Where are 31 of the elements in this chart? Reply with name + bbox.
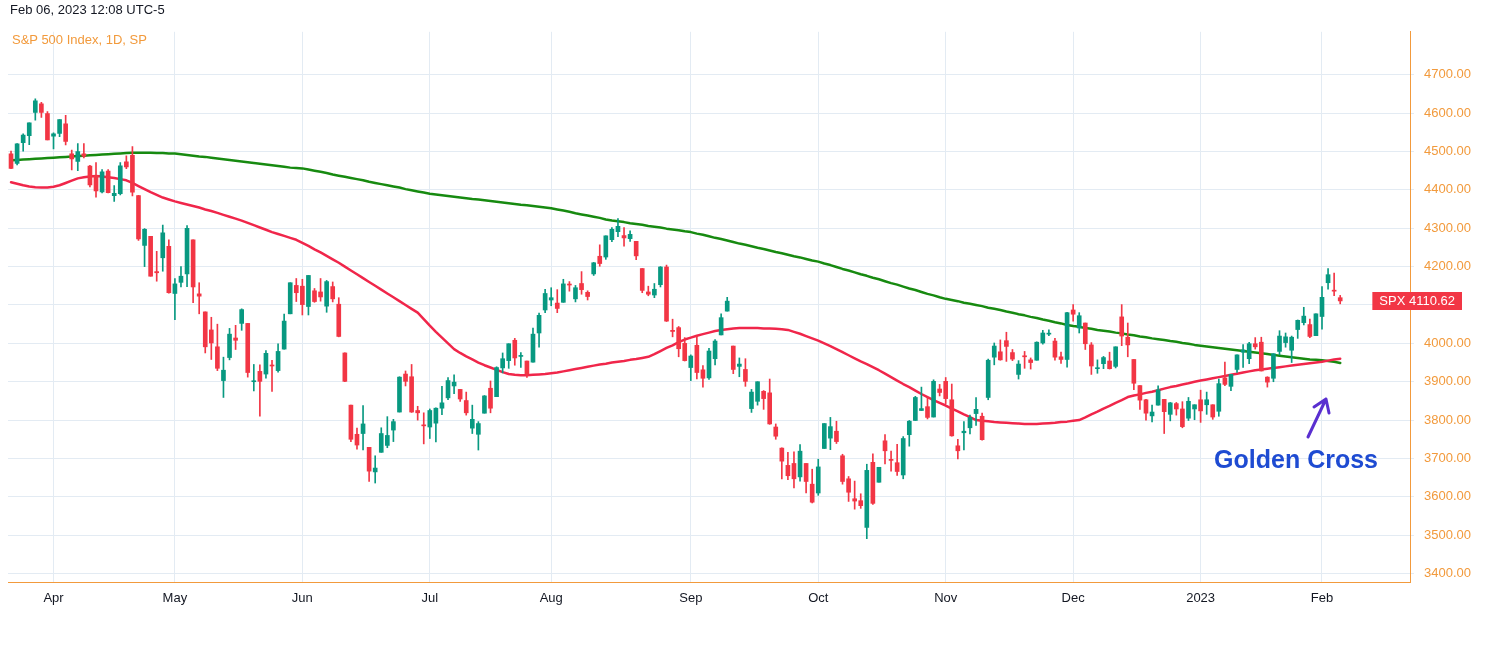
candlestick (1313, 313, 1319, 337)
x-tick-label: Oct (808, 589, 829, 605)
x-tick-label: Apr (43, 589, 65, 605)
y-tick-label: 4200.00 (1424, 258, 1471, 274)
x-tick-label: Jun (291, 589, 313, 605)
x-tick-label: Aug (539, 589, 563, 605)
annotation: SPX 4110.62 (1379, 293, 1455, 309)
y-tick-label: 4300.00 (1424, 219, 1471, 235)
candlestick (287, 282, 293, 315)
chart-title: S&P 500 Index, 1D, SP (12, 31, 147, 47)
y-tick-label: 3400.00 (1424, 565, 1471, 581)
y-tick-label: 4000.00 (1424, 334, 1471, 350)
y-tick-label: 4600.00 (1424, 104, 1471, 120)
y-tick-label: 4700.00 (1424, 66, 1471, 82)
x-tick-label: Sep (679, 589, 703, 605)
text: Feb 06, 2023 12:08 UTC-5 (10, 2, 165, 17)
y-tick-label: 3900.00 (1424, 373, 1471, 389)
x-tick-label: Feb (1310, 589, 1334, 605)
annotation: Golden Cross (1214, 445, 1378, 474)
x-tick-label: Dec (1061, 589, 1086, 605)
x-tick-label: Jul (421, 589, 439, 605)
y-tick-label: 3500.00 (1424, 526, 1471, 542)
x-tick-label: May (162, 589, 188, 605)
y-tick-label: 3800.00 (1424, 411, 1471, 427)
y-tick-label: 3700.00 (1424, 450, 1471, 466)
y-tick-label: 3600.00 (1424, 488, 1471, 504)
x-tick-label: Nov (934, 589, 958, 605)
candlestick (876, 466, 882, 483)
y-tick-label: 4400.00 (1424, 181, 1471, 197)
x-tick-label: 2023 (1186, 589, 1216, 605)
y-tick-label: 4500.00 (1424, 143, 1471, 159)
